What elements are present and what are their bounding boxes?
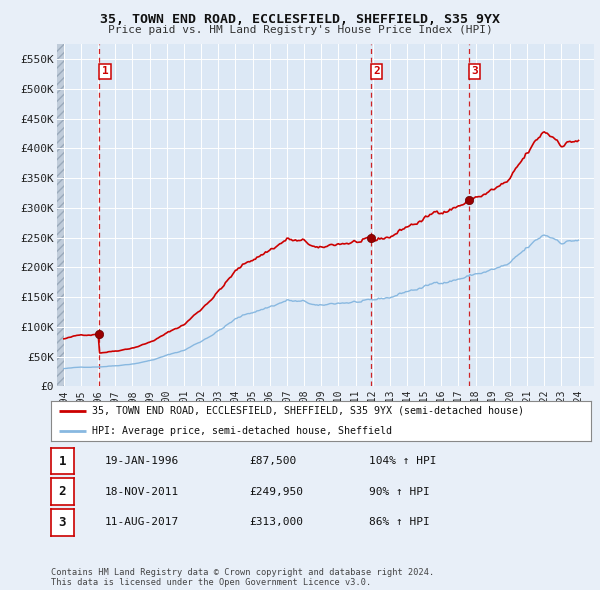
Text: 104% ↑ HPI: 104% ↑ HPI bbox=[369, 456, 437, 466]
Text: Contains HM Land Registry data © Crown copyright and database right 2024.
This d: Contains HM Land Registry data © Crown c… bbox=[51, 568, 434, 587]
Text: 3: 3 bbox=[472, 67, 478, 77]
Text: 18-NOV-2011: 18-NOV-2011 bbox=[105, 487, 179, 497]
Text: 1: 1 bbox=[101, 67, 109, 77]
Text: HPI: Average price, semi-detached house, Sheffield: HPI: Average price, semi-detached house,… bbox=[91, 426, 392, 435]
Text: 19-JAN-1996: 19-JAN-1996 bbox=[105, 456, 179, 466]
Text: 2: 2 bbox=[59, 485, 66, 499]
Text: £249,950: £249,950 bbox=[249, 487, 303, 497]
Text: 90% ↑ HPI: 90% ↑ HPI bbox=[369, 487, 430, 497]
Text: 35, TOWN END ROAD, ECCLESFIELD, SHEFFIELD, S35 9YX: 35, TOWN END ROAD, ECCLESFIELD, SHEFFIEL… bbox=[100, 13, 500, 26]
Text: 11-AUG-2017: 11-AUG-2017 bbox=[105, 517, 179, 527]
Text: Price paid vs. HM Land Registry's House Price Index (HPI): Price paid vs. HM Land Registry's House … bbox=[107, 25, 493, 35]
Text: 3: 3 bbox=[59, 516, 66, 529]
Text: 2: 2 bbox=[373, 67, 380, 77]
Text: 1: 1 bbox=[59, 454, 66, 468]
Text: £313,000: £313,000 bbox=[249, 517, 303, 527]
Bar bbox=[57, 44, 64, 386]
Text: 86% ↑ HPI: 86% ↑ HPI bbox=[369, 517, 430, 527]
Text: £87,500: £87,500 bbox=[249, 456, 296, 466]
Text: 35, TOWN END ROAD, ECCLESFIELD, SHEFFIELD, S35 9YX (semi-detached house): 35, TOWN END ROAD, ECCLESFIELD, SHEFFIEL… bbox=[91, 406, 523, 415]
